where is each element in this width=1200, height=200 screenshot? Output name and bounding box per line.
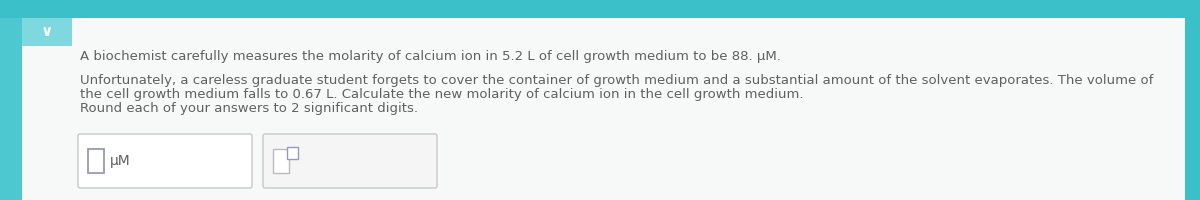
FancyBboxPatch shape (0, 0, 1200, 18)
Text: ∨: ∨ (41, 24, 53, 40)
Text: A biochemist carefully measures the molarity of calcium ion in 5.2 L of cell gro: A biochemist carefully measures the mola… (80, 50, 781, 63)
Text: Round each of your answers to 2 significant digits.: Round each of your answers to 2 signific… (80, 102, 418, 115)
FancyBboxPatch shape (22, 18, 1186, 200)
FancyBboxPatch shape (274, 149, 289, 173)
FancyBboxPatch shape (263, 134, 437, 188)
FancyBboxPatch shape (78, 134, 252, 188)
Text: the cell growth medium falls to 0.67 L. Calculate the new molarity of calcium io: the cell growth medium falls to 0.67 L. … (80, 88, 804, 101)
FancyBboxPatch shape (22, 18, 72, 46)
FancyBboxPatch shape (287, 147, 298, 159)
FancyBboxPatch shape (1186, 18, 1200, 200)
FancyBboxPatch shape (88, 149, 104, 173)
Text: μM: μM (110, 154, 131, 168)
FancyBboxPatch shape (0, 18, 22, 200)
Text: Unfortunately, a careless graduate student forgets to cover the container of gro: Unfortunately, a careless graduate stude… (80, 74, 1153, 87)
